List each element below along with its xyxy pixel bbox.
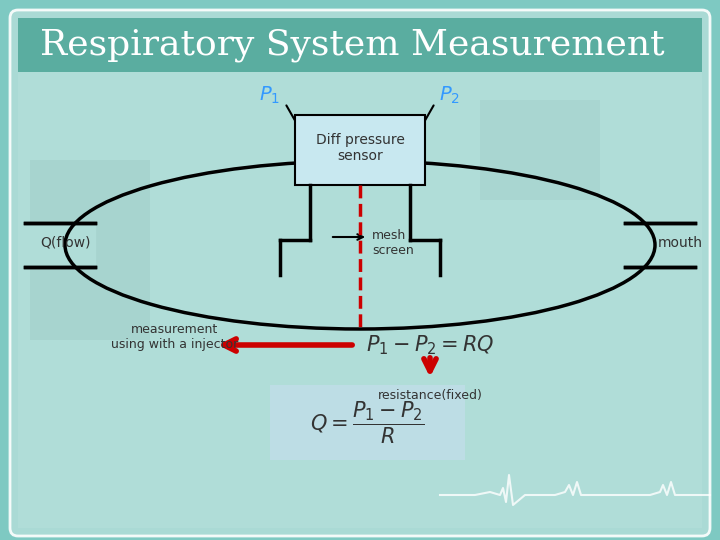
Text: mouth: mouth	[658, 236, 703, 250]
Text: measurement
using with a injector: measurement using with a injector	[112, 323, 238, 351]
Text: resistance(fixed): resistance(fixed)	[377, 388, 482, 402]
Bar	[270, 385, 465, 460]
Bar	[18, 72, 702, 528]
Text: $Q = \dfrac{P_1 - P_2}{R}$: $Q = \dfrac{P_1 - P_2}{R}$	[310, 400, 425, 446]
Text: $P_1$: $P_1$	[259, 84, 281, 106]
Text: Respiratory System Measurement: Respiratory System Measurement	[40, 28, 665, 62]
Text: $P_1 - P_2 = RQ$: $P_1 - P_2 = RQ$	[366, 333, 494, 357]
FancyBboxPatch shape	[18, 18, 702, 72]
Bar	[480, 100, 600, 200]
Text: Diff pressure
sensor: Diff pressure sensor	[315, 133, 405, 163]
Text: Q(flow): Q(flow)	[40, 236, 91, 250]
Bar	[30, 160, 150, 340]
Text: $P_2$: $P_2$	[439, 84, 461, 106]
FancyBboxPatch shape	[10, 10, 710, 536]
Bar	[295, 115, 425, 185]
Text: mesh
screen: mesh screen	[372, 229, 414, 257]
